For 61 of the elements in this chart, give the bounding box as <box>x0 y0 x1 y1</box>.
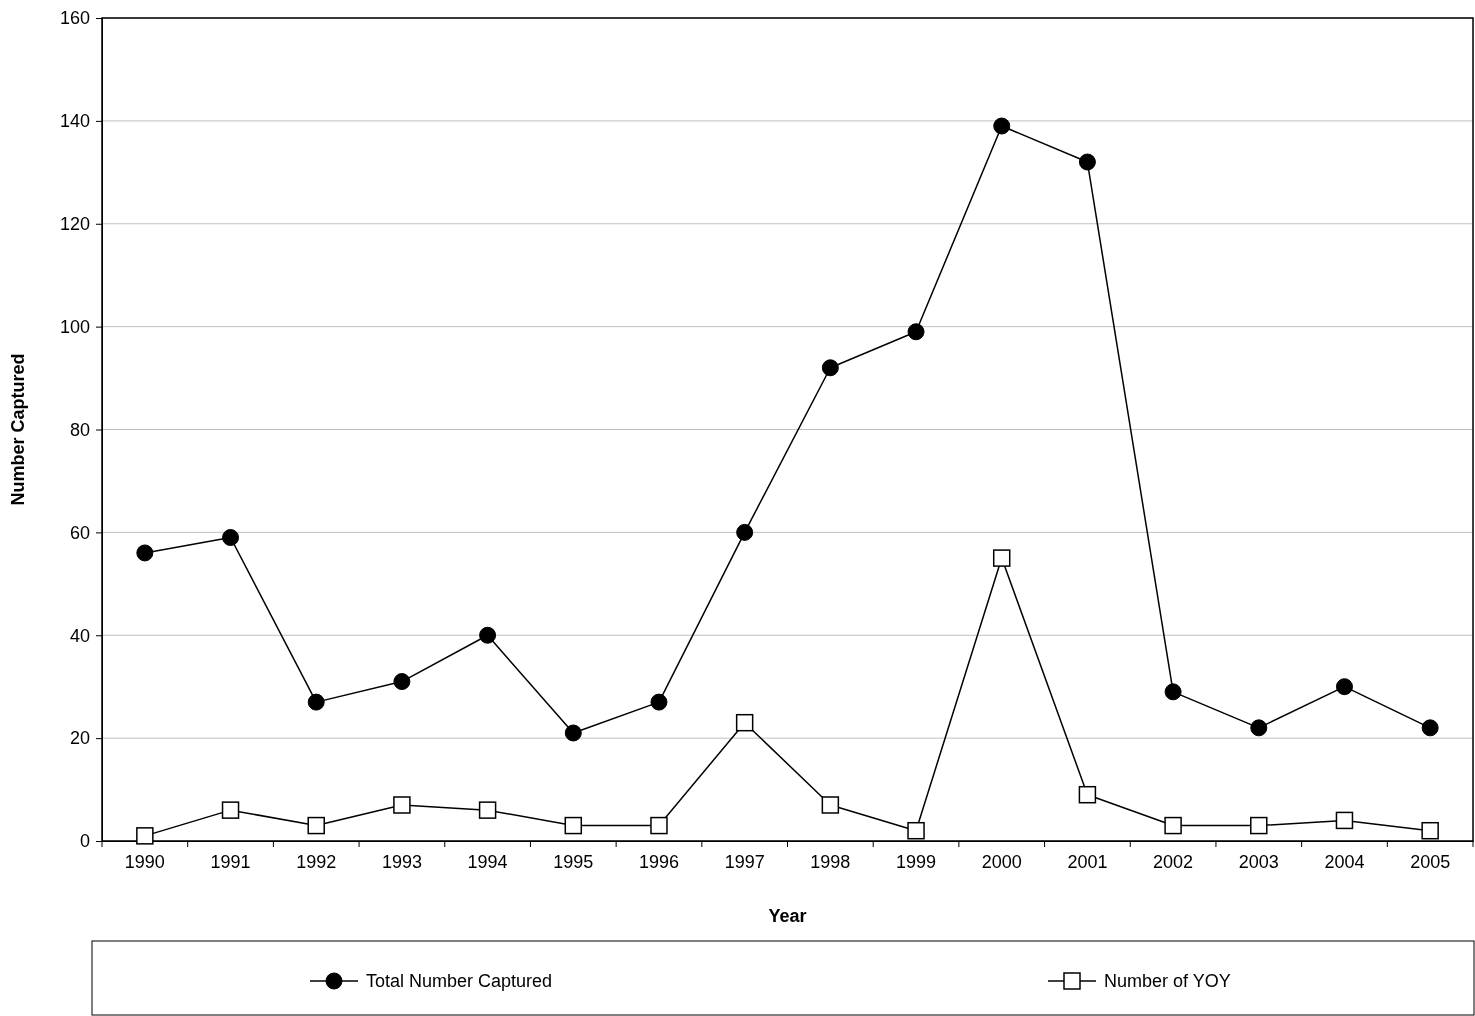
point <box>1421 719 1439 737</box>
point <box>478 801 497 819</box>
point <box>907 323 925 341</box>
point <box>650 693 668 711</box>
point <box>650 816 668 835</box>
x-tick-label: 2002 <box>1153 851 1194 872</box>
x-tick-label: 1995 <box>553 851 594 872</box>
point <box>564 816 583 835</box>
point <box>1164 816 1182 835</box>
point <box>307 816 325 835</box>
x-tick-label: 1994 <box>467 851 508 872</box>
point <box>222 529 240 547</box>
point <box>993 117 1011 135</box>
x-tick-label: 1996 <box>638 851 679 872</box>
point <box>1078 153 1096 171</box>
y-tick-label: 160 <box>59 8 90 29</box>
y-tick-label: 80 <box>69 419 90 440</box>
point <box>735 713 754 732</box>
y-tick-label: 60 <box>69 522 90 543</box>
x-tick-label: 2001 <box>1067 851 1108 872</box>
point <box>1250 816 1268 835</box>
x-tick-label: 1993 <box>381 851 422 872</box>
point <box>393 673 411 691</box>
x-tick-label: 2000 <box>981 851 1022 872</box>
point <box>136 544 154 562</box>
x-axis-title: Year <box>768 906 807 926</box>
point <box>393 796 411 814</box>
point <box>1164 683 1182 701</box>
point <box>992 549 1011 567</box>
legend-label: Total Number Captured <box>366 971 553 991</box>
point <box>907 821 925 840</box>
point <box>1421 821 1439 840</box>
point <box>736 523 754 541</box>
x-tick-label: 2005 <box>1410 851 1451 872</box>
point <box>1335 678 1353 696</box>
point <box>1335 811 1354 830</box>
x-tick-label: 1991 <box>210 851 251 872</box>
x-tick-label: 1990 <box>124 851 165 872</box>
point <box>564 724 582 742</box>
y-tick-label: 0 <box>79 831 90 852</box>
x-tick-label: 1999 <box>896 851 937 872</box>
y-tick-label: 140 <box>59 111 90 132</box>
point <box>1250 719 1268 737</box>
y-tick-label: 20 <box>69 728 90 749</box>
x-tick-label: 1998 <box>810 851 851 872</box>
x-tick-label: 1992 <box>296 851 337 872</box>
point <box>221 801 240 819</box>
legend-label: Number of YOY <box>1104 971 1231 991</box>
y-tick-label: 100 <box>59 316 90 337</box>
point <box>821 359 839 377</box>
point <box>307 693 325 711</box>
x-tick-label: 1997 <box>724 851 765 872</box>
point <box>136 827 154 845</box>
x-tick-label: 2003 <box>1238 851 1279 872</box>
point <box>479 626 497 644</box>
y-tick-label: 120 <box>59 214 90 235</box>
point <box>821 796 840 814</box>
x-tick-label: 2004 <box>1324 851 1365 872</box>
point <box>1078 785 1097 804</box>
y-axis-title: Number Captured <box>8 353 28 506</box>
y-tick-label: 40 <box>69 625 90 646</box>
